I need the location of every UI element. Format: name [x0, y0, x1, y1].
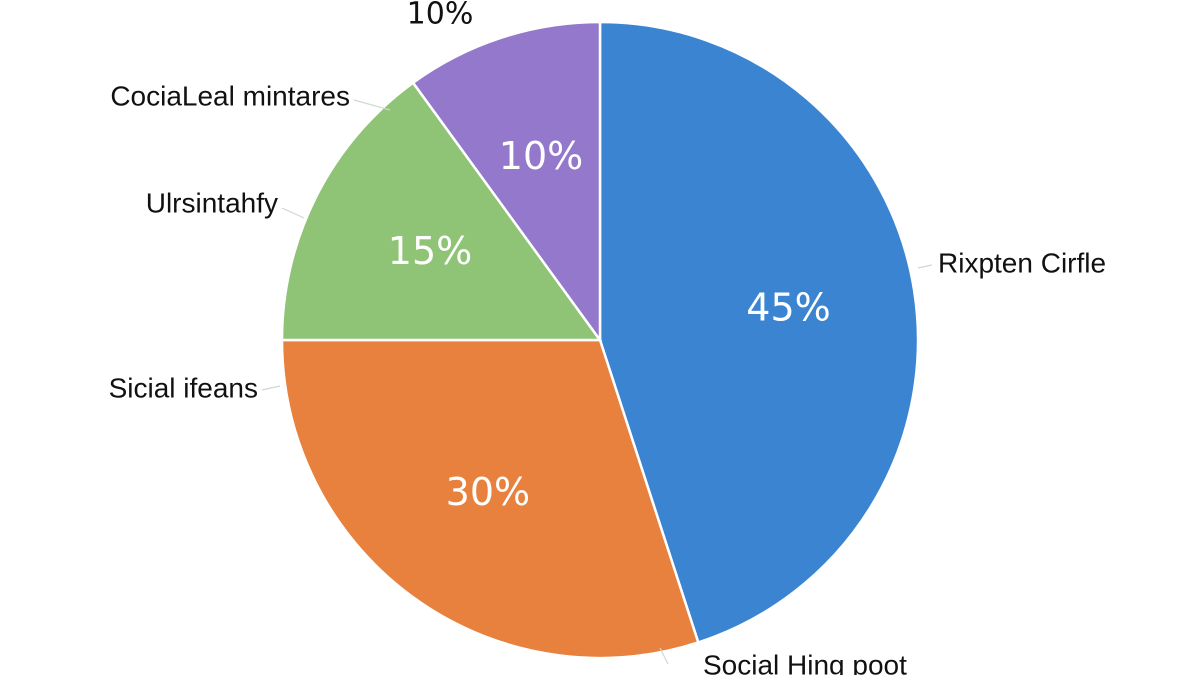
- pie-slice: [598, 20, 920, 645]
- slice-percent-label: 30%: [446, 470, 530, 514]
- slice-category-label: Sicial ifeans: [109, 372, 258, 403]
- leader-line: [659, 647, 669, 665]
- slice-percent-label: 45%: [746, 286, 830, 330]
- category-labels: Rixpten Cirfle Social Hing poot Sicial ife…: [109, 80, 1106, 675]
- top-annotation-label: 10%: [407, 0, 474, 32]
- leader-line: [353, 99, 391, 111]
- pie-slice: [411, 20, 602, 344]
- leader-line: [281, 207, 305, 219]
- leader-lines: [261, 99, 933, 665]
- slice-category-label: Social Hing poot: [703, 649, 907, 675]
- slice-category-label: Rixpten Cirfle: [938, 247, 1106, 278]
- percent-labels: 45% 30% 15% 10%: [388, 134, 831, 514]
- slices-layer: [280, 20, 920, 660]
- slice-category-label: CociaLeal mintares: [110, 80, 350, 111]
- slice-percent-label: 15%: [388, 229, 472, 273]
- slice-percent-label: 10%: [499, 134, 583, 178]
- leader-line: [917, 264, 933, 269]
- leader-line: [261, 385, 281, 391]
- pie-slice: [280, 338, 700, 660]
- slice-category-label: Ulrsintahfy: [146, 187, 278, 218]
- pie-slice: [280, 80, 603, 342]
